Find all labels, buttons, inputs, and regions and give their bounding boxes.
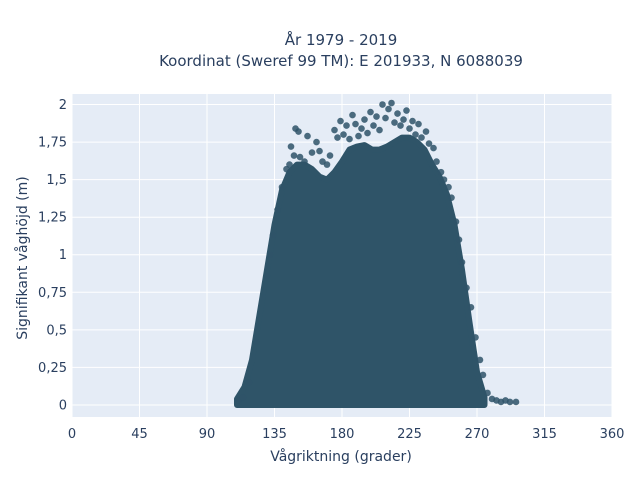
- data-point: [412, 131, 419, 138]
- data-point: [304, 132, 311, 140]
- data-point: [326, 152, 334, 159]
- data-point: [382, 114, 389, 122]
- y-tick-label: 1,25: [38, 211, 67, 226]
- data-point: [337, 117, 344, 125]
- data-point: [373, 113, 380, 120]
- data-point: [358, 125, 365, 132]
- data-point: [403, 107, 410, 114]
- x-axis-title: Vågriktning (grader): [270, 448, 412, 465]
- data-point: [290, 152, 298, 159]
- data-point: [425, 140, 433, 147]
- data-point: [418, 134, 425, 141]
- data-point: [349, 111, 356, 119]
- data-point: [437, 168, 445, 176]
- data-point: [346, 135, 353, 143]
- data-point: [479, 371, 487, 379]
- data-point: [274, 206, 281, 213]
- y-axis-title: Signifikant våghöjd (m): [14, 176, 31, 339]
- data-point: [455, 236, 463, 244]
- data-point: [476, 356, 484, 364]
- data-point: [334, 134, 341, 141]
- data-point: [433, 158, 440, 165]
- data-cloud: [234, 134, 488, 408]
- x-tick-label: 270: [465, 427, 490, 442]
- data-point: [301, 158, 308, 165]
- y-tick-label: 1,5: [46, 173, 67, 188]
- data-point: [316, 147, 323, 155]
- data-point: [391, 119, 398, 126]
- data-point: [367, 108, 374, 116]
- x-tick-label: 225: [397, 427, 422, 442]
- x-tick-labels: 0 45 90 135 180 225 270 315 360: [68, 427, 625, 442]
- data-point: [269, 231, 277, 239]
- x-tick-label: 135: [262, 427, 287, 442]
- data-point: [313, 138, 320, 146]
- data-point: [376, 126, 383, 134]
- data-point: [388, 99, 395, 107]
- data-point: [331, 126, 338, 134]
- data-point: [430, 144, 437, 152]
- data-point: [385, 105, 392, 113]
- data-point: [448, 194, 455, 201]
- data-point: [370, 122, 377, 129]
- data-point: [295, 128, 302, 135]
- data-point: [506, 398, 514, 406]
- data-point: [472, 334, 479, 341]
- data-point: [415, 120, 422, 128]
- data-point: [458, 258, 466, 266]
- data-point: [253, 338, 260, 346]
- data-point: [266, 251, 274, 259]
- data-point: [343, 122, 350, 129]
- y-tick-label: 1: [59, 248, 67, 263]
- data-point: [286, 161, 293, 168]
- data-point: [308, 149, 316, 156]
- data-point: [445, 183, 452, 191]
- data-point: [287, 143, 295, 150]
- data-point: [409, 117, 416, 125]
- data-point: [394, 110, 401, 117]
- data-point: [467, 304, 475, 311]
- y-tick-label: 0,25: [38, 361, 67, 376]
- y-tick-label: 0,75: [38, 286, 67, 301]
- data-point: [263, 272, 271, 280]
- data-point: [440, 176, 448, 183]
- y-tick-label: 1,75: [38, 136, 67, 151]
- data-point: [484, 389, 491, 397]
- data-point: [512, 398, 520, 406]
- data-point: [463, 284, 470, 292]
- data-point: [400, 116, 407, 123]
- data-point: [239, 394, 247, 401]
- x-tick-label: 0: [68, 427, 76, 442]
- chart-title: År 1979 - 2019: [285, 30, 398, 49]
- data-point: [452, 218, 460, 225]
- data-point: [379, 101, 386, 108]
- x-tick-label: 45: [131, 427, 148, 442]
- data-points: [235, 99, 520, 406]
- y-tick-label: 0: [59, 398, 67, 413]
- x-tick-label: 315: [532, 427, 557, 442]
- chart-subtitle: Koordinat (Sweref 99 TM): E 201933, N 60…: [159, 52, 523, 70]
- data-point: [422, 128, 430, 135]
- data-point: [397, 122, 404, 129]
- data-point: [296, 153, 304, 161]
- y-tick-label: 2: [59, 98, 67, 113]
- x-tick-label: 90: [199, 427, 216, 442]
- data-point: [361, 116, 368, 123]
- data-point: [323, 161, 331, 168]
- x-tick-label: 360: [600, 427, 625, 442]
- data-point: [364, 129, 371, 137]
- x-tick-label: 180: [330, 427, 355, 442]
- data-point: [245, 379, 253, 386]
- data-point: [278, 183, 286, 191]
- data-point: [406, 125, 413, 132]
- data-point: [340, 131, 347, 138]
- data-point: [355, 132, 362, 140]
- dense-point-cloud: [234, 134, 488, 408]
- y-tick-labels: 0 0,25 0,5 0,75 1 1,25 1,5 1,75 2: [38, 98, 67, 413]
- y-tick-label: 0,5: [46, 323, 67, 338]
- data-point: [352, 120, 359, 128]
